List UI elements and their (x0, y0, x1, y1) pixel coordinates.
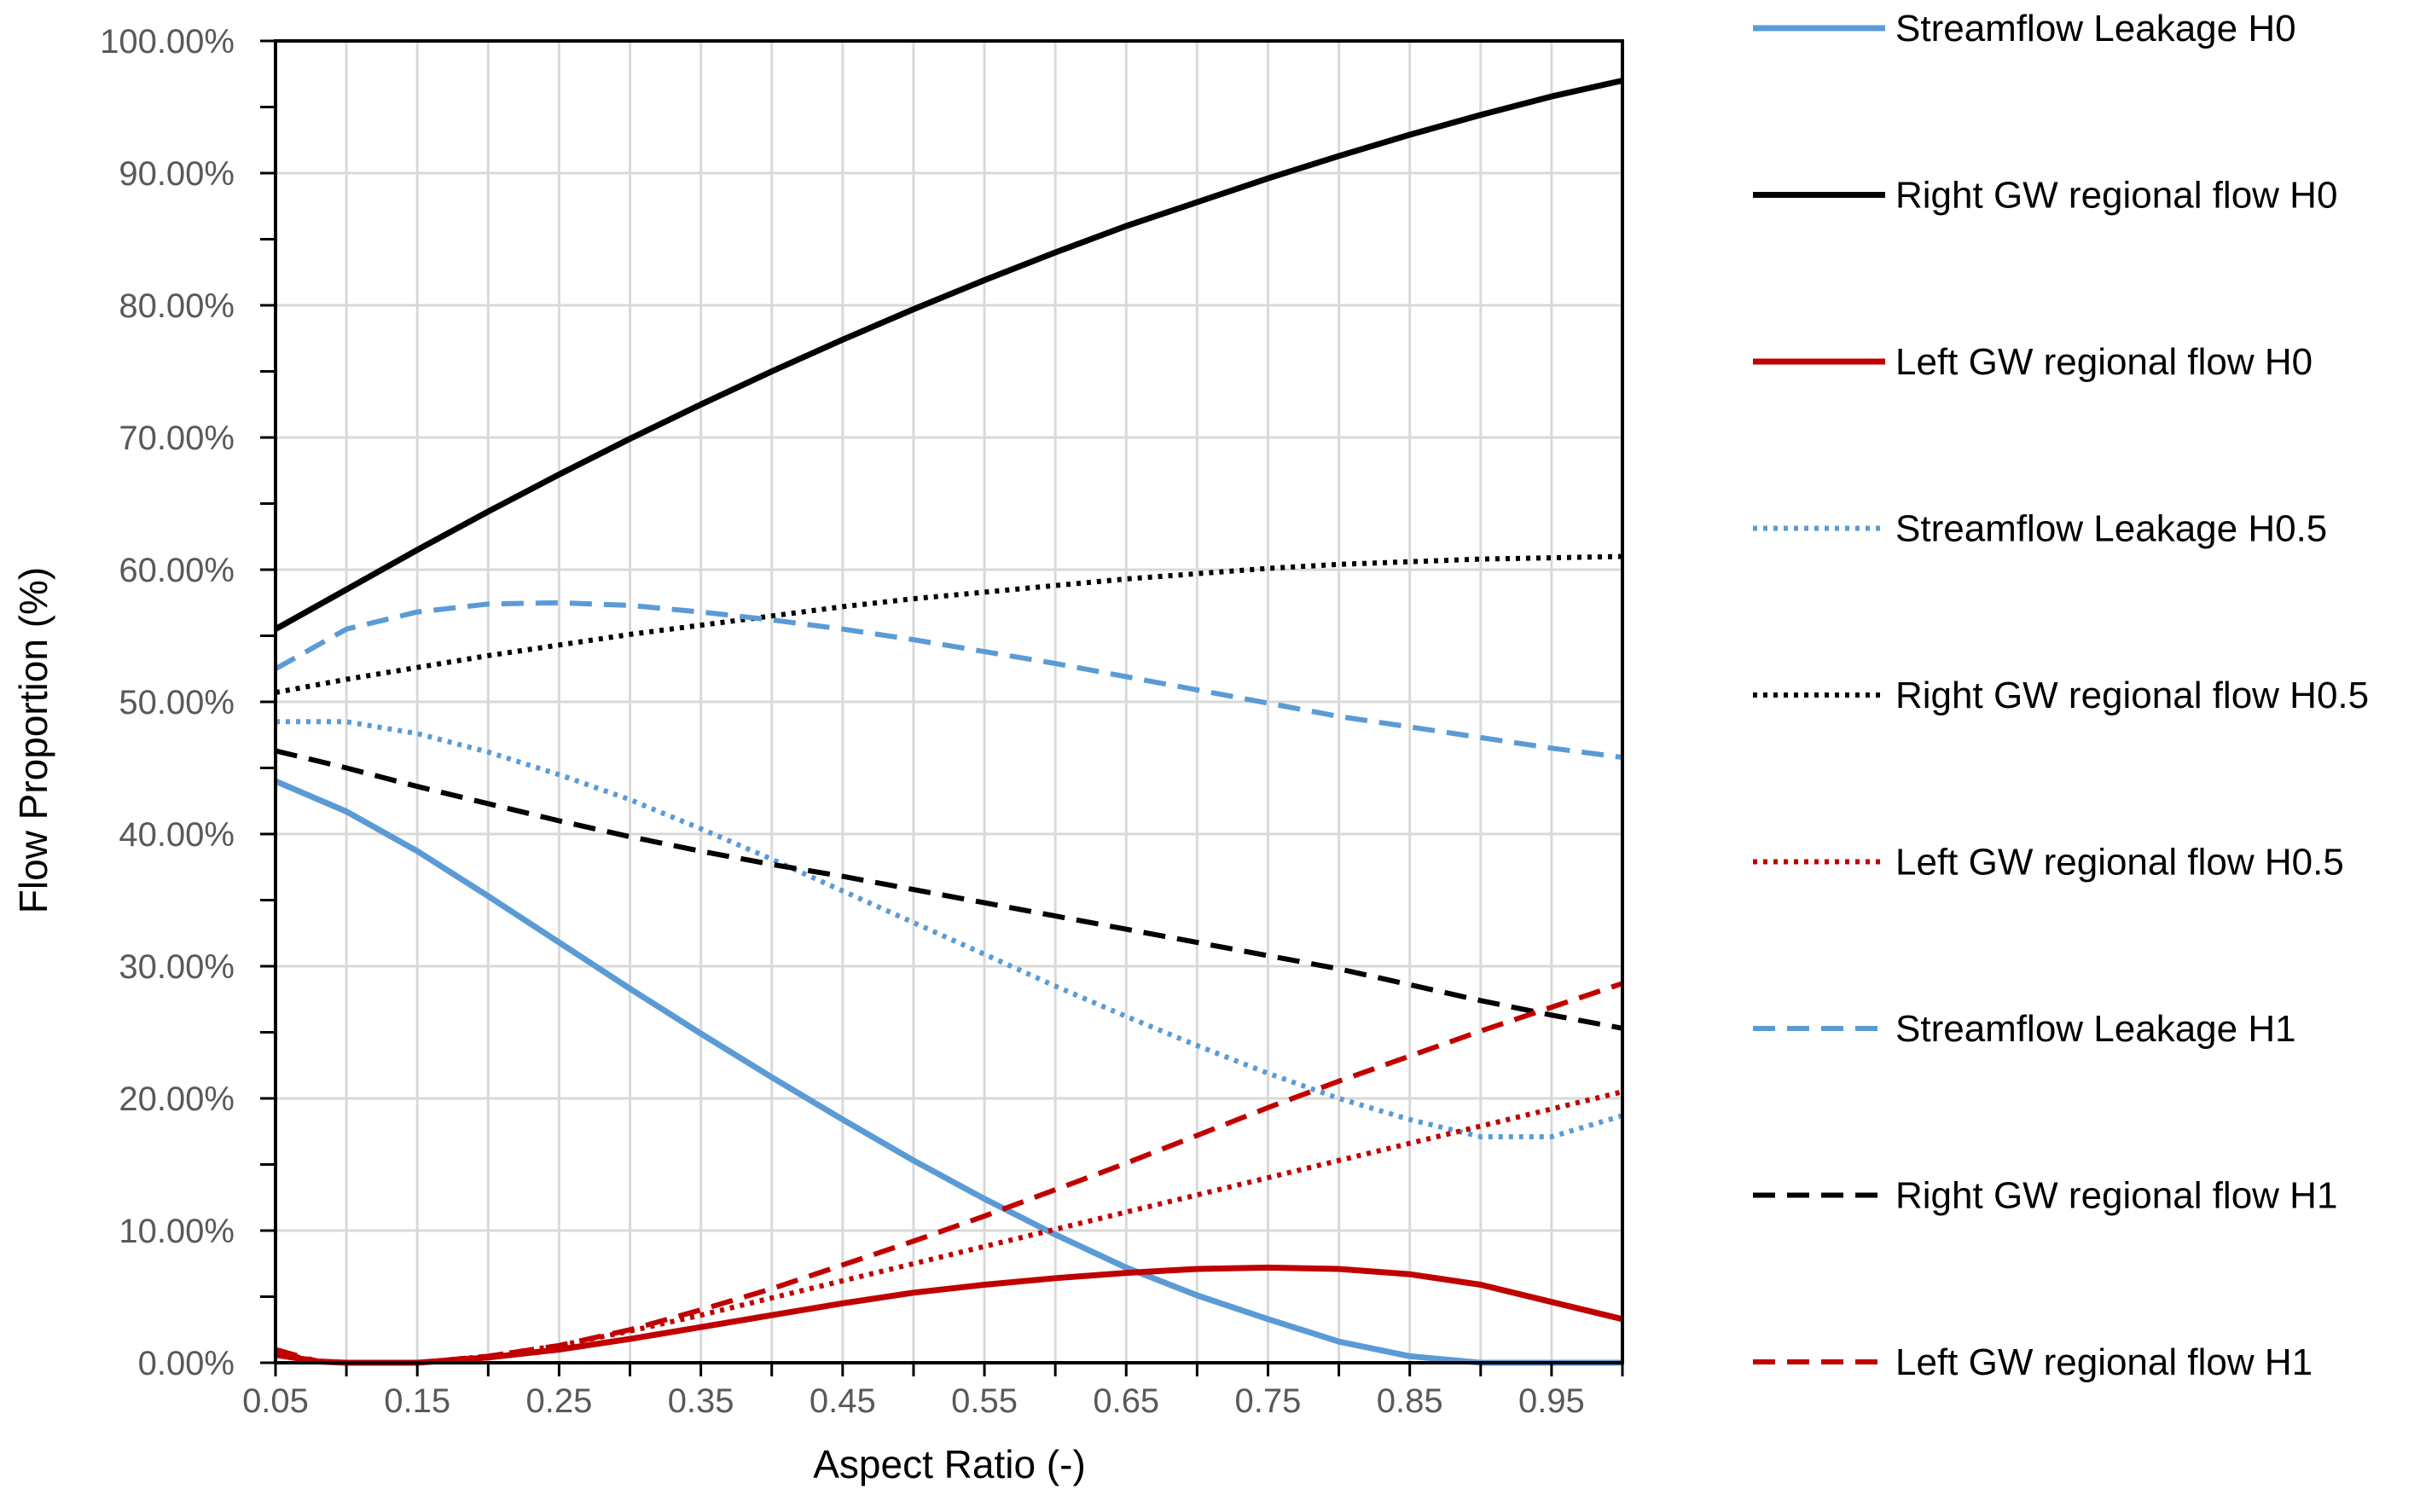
legend-label: Right GW regional flow H0.5 (1895, 675, 2369, 716)
legend-label: Left GW regional flow H1 (1895, 1341, 2313, 1383)
series-line-1 (274, 778, 1622, 1366)
legend-label: Streamflow Leakage H0.5 (1895, 508, 2327, 550)
x-tick-label: 0.55 (951, 1382, 1018, 1420)
series-line-7 (274, 600, 1623, 761)
x-tick-label: 0.65 (1093, 1382, 1159, 1420)
x-tick-label: 0.85 (1377, 1382, 1443, 1420)
y-tick-label: 30.00% (119, 948, 235, 986)
series-line-9 (275, 981, 1623, 1365)
series-lines (274, 78, 1623, 1366)
y-tick-label: 0.00% (138, 1345, 235, 1382)
plot-frame (274, 39, 1624, 1364)
y-tick-label: 60.00% (119, 552, 235, 589)
series-line-6 (275, 1089, 1623, 1365)
series-line-8 (275, 748, 1623, 1031)
y-tick-label: 90.00% (119, 155, 235, 193)
series-line-5 (275, 553, 1623, 696)
y-axis-title: Flow Proportion (%) (11, 567, 55, 913)
x-tick-label: 0.05 (242, 1382, 309, 1420)
legend-label: Left GW regional flow H0.5 (1895, 842, 2344, 883)
y-tick-label: 50.00% (119, 684, 235, 721)
x-tick-label: 0.15 (384, 1382, 450, 1420)
legend-label: Left GW regional flow H0 (1895, 341, 2313, 383)
legend-label: Streamflow Leakage H1 (1895, 1008, 2296, 1050)
series-line-3 (275, 1264, 1623, 1366)
y-tick-label: 70.00% (119, 420, 235, 457)
x-axis-title: Aspect Ratio (-) (813, 1442, 1086, 1486)
y-tick-label: 10.00% (119, 1213, 235, 1250)
legend-label: Streamflow Leakage H0 (1895, 8, 2296, 49)
y-tick-label: 20.00% (119, 1080, 235, 1118)
x-tick-label: 0.95 (1518, 1382, 1585, 1420)
y-tick-label: 40.00% (119, 816, 235, 854)
legend: Streamflow Leakage H0 Right GW regional f… (1753, 8, 2369, 1383)
x-tick-label: 0.35 (668, 1382, 734, 1420)
series-line-2 (274, 78, 1623, 632)
series-line-4 (276, 719, 1623, 1139)
x-tick-label: 0.75 (1235, 1382, 1302, 1420)
axes: 0.05 0.15 0.25 0.35 0.45 0.55 0.65 0.75 0.85 0.95… (100, 23, 1624, 1420)
y-tick-label: 100.00% (100, 23, 235, 61)
x-tick-label: 0.45 (810, 1382, 876, 1420)
x-tick-label: 0.25 (525, 1382, 592, 1420)
y-tick-label: 80.00% (119, 287, 235, 325)
gridlines (274, 39, 1624, 1364)
legend-label: Right GW regional flow H1 (1895, 1175, 2337, 1217)
legend-label: Right GW regional flow H0 (1895, 175, 2337, 217)
